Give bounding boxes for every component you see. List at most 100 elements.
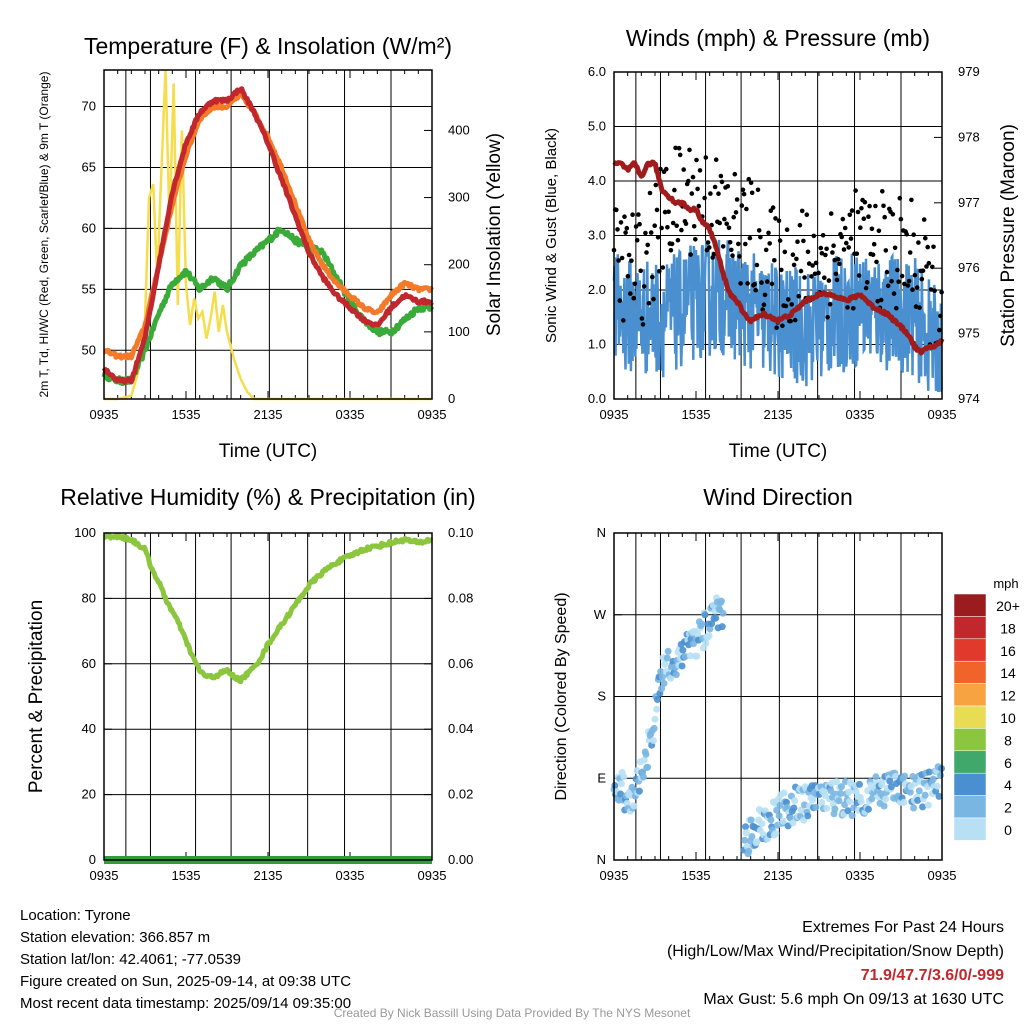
direction-point bbox=[914, 796, 922, 804]
y-right-tick-label: 979 bbox=[958, 64, 980, 79]
gust-point bbox=[861, 216, 867, 221]
gust-point bbox=[921, 217, 927, 222]
direction-point bbox=[664, 647, 672, 655]
extremes-subtitle: (High/Low/Max Wind/Precipitation/Snow De… bbox=[666, 943, 1004, 960]
gust-point bbox=[874, 259, 879, 265]
gust-point bbox=[881, 203, 886, 209]
gust-point bbox=[824, 246, 829, 252]
info-created: Figure created on Sun, 2025-09-14, at 09… bbox=[20, 973, 352, 990]
gust-point bbox=[645, 242, 650, 248]
direction-point bbox=[742, 823, 749, 831]
gust-point bbox=[690, 174, 696, 180]
gust-point bbox=[827, 302, 833, 307]
direction-point bbox=[924, 801, 932, 809]
gust-point bbox=[769, 281, 775, 287]
chart-title: Wind Direction bbox=[703, 484, 853, 510]
gust-point bbox=[878, 297, 884, 303]
gust-point bbox=[810, 263, 815, 268]
gust-point bbox=[658, 166, 663, 172]
gust-point bbox=[626, 252, 632, 258]
gust-point bbox=[623, 230, 628, 235]
gust-point bbox=[746, 176, 752, 182]
gust-point bbox=[801, 238, 806, 244]
gust-point bbox=[835, 257, 841, 262]
gust-point bbox=[910, 287, 915, 293]
gust-point bbox=[884, 269, 890, 275]
gust-point bbox=[805, 249, 811, 255]
gust-point bbox=[809, 274, 814, 279]
direction-point bbox=[650, 724, 658, 732]
direction-point bbox=[901, 772, 909, 780]
gust-point bbox=[637, 221, 642, 227]
gust-point bbox=[891, 291, 897, 296]
gust-point bbox=[720, 244, 726, 249]
direction-point bbox=[708, 620, 716, 628]
gust-point bbox=[676, 145, 682, 151]
y-axis-label: Direction (Colored By Speed) bbox=[553, 592, 570, 800]
gust-point bbox=[765, 279, 770, 284]
direction-point bbox=[887, 783, 895, 791]
direction-point bbox=[921, 791, 929, 799]
gust-point bbox=[624, 225, 630, 231]
direction-point bbox=[831, 805, 839, 813]
gust-point bbox=[654, 207, 660, 213]
gust-point bbox=[761, 302, 767, 308]
colorbar-swatch bbox=[953, 593, 987, 617]
y-tick-label: 3.0 bbox=[588, 228, 606, 243]
gust-point bbox=[904, 232, 909, 237]
gust-point bbox=[895, 267, 900, 273]
x-tick-label: 0935 bbox=[418, 407, 447, 422]
gust-point bbox=[670, 220, 676, 226]
gust-point bbox=[759, 280, 764, 285]
direction-point bbox=[672, 671, 680, 679]
gust-point bbox=[648, 230, 654, 235]
gust-point bbox=[896, 279, 901, 285]
gust-point bbox=[739, 203, 745, 208]
direction-point bbox=[783, 803, 791, 811]
direction-point bbox=[837, 790, 845, 797]
gust-point bbox=[841, 247, 847, 252]
gust-point bbox=[647, 190, 653, 196]
y-tick-label: 50 bbox=[82, 342, 96, 357]
y-tick-label: 80 bbox=[82, 590, 96, 605]
direction-point bbox=[663, 654, 671, 662]
direction-point bbox=[865, 805, 872, 813]
series-dewpoint bbox=[101, 226, 435, 387]
gust-point bbox=[629, 258, 634, 264]
gust-point bbox=[753, 287, 758, 293]
colorbar-swatch bbox=[953, 728, 987, 752]
gust-point bbox=[898, 216, 904, 222]
gust-point bbox=[752, 282, 757, 287]
gust-point bbox=[816, 270, 821, 276]
gust-point bbox=[916, 240, 921, 245]
colorbar-level-label: 12 bbox=[1000, 688, 1016, 704]
direction-point bbox=[702, 639, 710, 647]
direction-point bbox=[644, 763, 652, 771]
colorbar-level-label: 20+ bbox=[996, 598, 1020, 614]
gust-point bbox=[774, 325, 779, 331]
info-elevation: Station elevation: 366.857 m bbox=[20, 929, 211, 946]
direction-point bbox=[718, 623, 726, 631]
direction-point bbox=[812, 803, 820, 811]
direction-point bbox=[929, 775, 937, 783]
direction-point bbox=[919, 803, 927, 811]
direction-point bbox=[933, 782, 941, 790]
direction-point bbox=[868, 795, 876, 803]
direction-point bbox=[809, 796, 817, 804]
gust-point bbox=[911, 232, 916, 237]
gust-point bbox=[732, 171, 738, 177]
gust-point bbox=[920, 268, 926, 274]
series-relative-humidity bbox=[102, 532, 434, 685]
gust-point bbox=[716, 191, 721, 196]
direction-point bbox=[667, 674, 675, 682]
chart-title: Winds (mph) & Pressure (mb) bbox=[626, 25, 930, 51]
gust-point bbox=[937, 327, 942, 333]
y-right-axis-label: Solar Insolation (Yellow) bbox=[484, 133, 505, 336]
gust-point bbox=[640, 322, 646, 327]
x-tick-label: 1535 bbox=[682, 407, 711, 422]
y-tick-label: 100 bbox=[74, 525, 96, 540]
direction-point bbox=[880, 802, 888, 810]
gust-point bbox=[713, 157, 719, 162]
gust-point bbox=[636, 212, 641, 217]
